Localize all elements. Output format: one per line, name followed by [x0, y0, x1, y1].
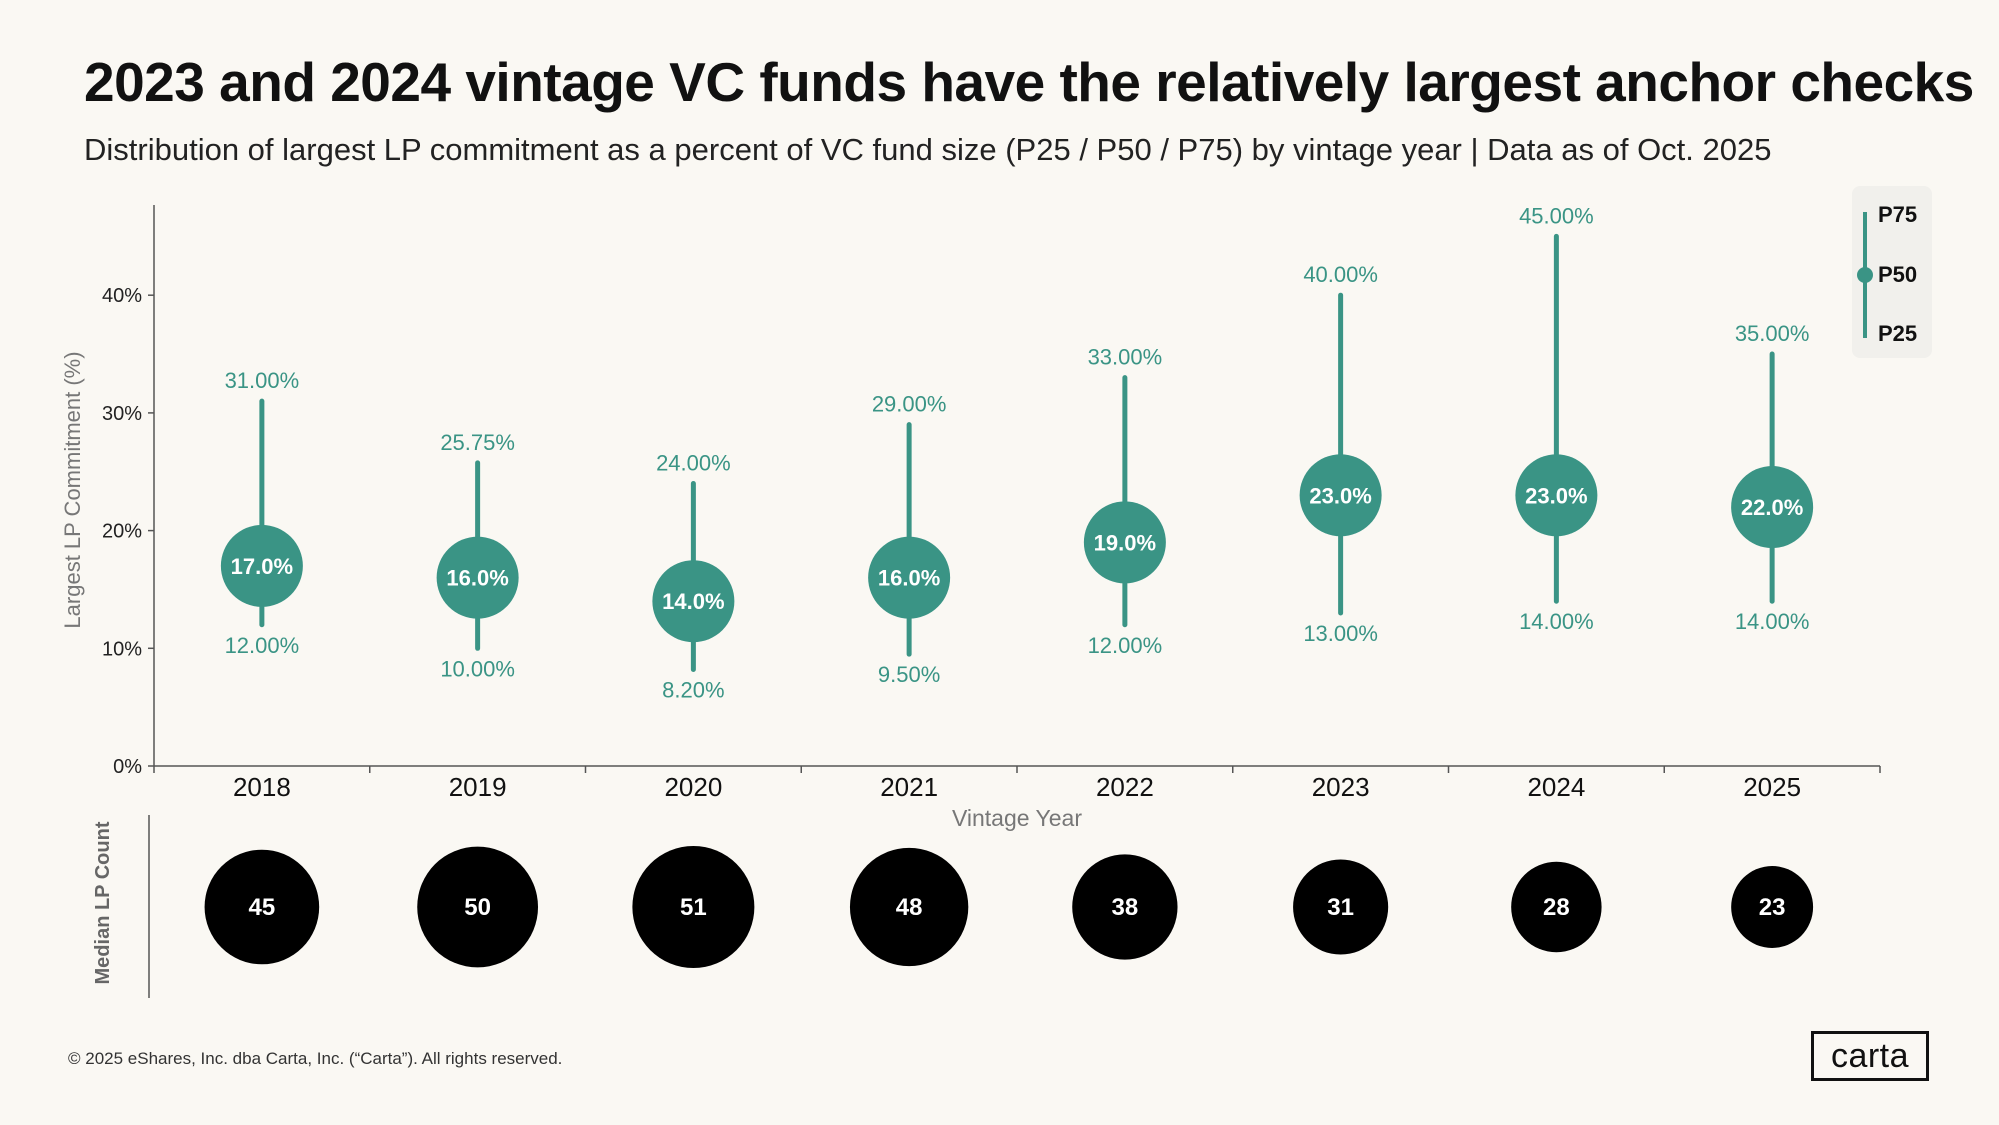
p50-dot-2022 [1083, 501, 1166, 584]
p75-label-2025: 35.00% [1735, 321, 1810, 346]
y-tick-label: 10% [102, 638, 142, 660]
p75-label-2018: 31.00% [225, 368, 300, 393]
p75-label-2022: 33.00% [1088, 345, 1163, 370]
p25-label-2024: 14.00% [1519, 609, 1594, 634]
x-tick-label-2019: 2019 [449, 772, 507, 802]
p50-dot-2020 [652, 560, 735, 643]
x-tick-label-2024: 2024 [1527, 772, 1585, 802]
y-tick-label: 40% [102, 285, 142, 307]
p50-label-2024: 23.0% [1525, 483, 1587, 508]
p50-label-2022: 19.0% [1094, 530, 1156, 555]
p25-label-2022: 12.00% [1088, 633, 1163, 658]
p75-label-2020: 24.00% [656, 451, 731, 476]
legend-p50-dot [1857, 267, 1873, 283]
p75-label-2024: 45.00% [1519, 203, 1594, 228]
page-subtitle: Distribution of largest LP commitment as… [84, 132, 1772, 167]
p25-label-2020: 8.20% [662, 677, 724, 702]
lp-count-bubble-2025 [1731, 866, 1814, 948]
p50-label-2019: 16.0% [446, 566, 508, 591]
p75-label-2023: 40.00% [1303, 262, 1378, 287]
lp-count-bubble-2019 [417, 846, 539, 968]
p50-dot-2019 [436, 536, 519, 619]
p75-label-2021: 29.00% [872, 392, 947, 417]
copyright-notice: © 2025 eShares, Inc. dba Carta, Inc. (“C… [68, 1049, 563, 1068]
y-tick-label: 20% [102, 521, 142, 543]
y-tick-label: 30% [102, 403, 142, 425]
p50-dot-2021 [868, 536, 951, 619]
legend-box [1852, 186, 1932, 358]
legend-label-P25: P25 [1878, 321, 1917, 346]
lp-count-bubble-2024 [1511, 861, 1602, 953]
p50-dot-2025 [1731, 466, 1814, 549]
lp-count-bubble-2023 [1293, 859, 1389, 955]
lp-count-axis-title: Median LP Count [92, 821, 114, 984]
p50-label-2020: 14.0% [662, 589, 724, 614]
p25-label-2025: 14.00% [1735, 609, 1810, 634]
p25-label-2021: 9.50% [878, 662, 940, 687]
lp-count-bubble-2018 [204, 849, 320, 965]
lp-count-label-2021: 48 [896, 894, 923, 921]
page-title: 2023 and 2024 vintage VC funds have the … [84, 51, 1974, 113]
p50-label-2023: 23.0% [1309, 483, 1371, 508]
lp-count-label-2020: 51 [680, 894, 707, 921]
y-axis-title: Largest LP Commitment (%) [60, 351, 85, 628]
logo-text: carta [1830, 1036, 1910, 1075]
p25-label-2018: 12.00% [225, 633, 300, 658]
x-tick-label-2022: 2022 [1096, 772, 1154, 802]
p50-label-2021: 16.0% [878, 566, 940, 591]
carta-logo: carta [1811, 1031, 1929, 1081]
lp-count-label-2022: 38 [1112, 894, 1139, 921]
p50-dot-2023 [1299, 454, 1382, 537]
x-tick-label-2023: 2023 [1312, 772, 1370, 802]
y-tick-label: 0% [113, 756, 142, 778]
p25-label-2019: 10.00% [440, 656, 515, 681]
x-tick-label-2018: 2018 [233, 772, 291, 802]
lp-count-bubble-2022 [1072, 854, 1178, 960]
lp-count-label-2025: 23 [1759, 894, 1786, 921]
lp-count-label-2024: 28 [1543, 894, 1570, 921]
p50-label-2025: 22.0% [1741, 495, 1803, 520]
legend-label-P75: P75 [1878, 202, 1917, 227]
lp-count-bubble-2020 [632, 846, 755, 968]
lp-count-bubble-2021 [849, 847, 969, 967]
x-tick-label-2025: 2025 [1743, 772, 1801, 802]
p50-dot-2018 [220, 524, 303, 607]
x-tick-label-2021: 2021 [880, 772, 938, 802]
p50-label-2018: 17.0% [231, 554, 293, 579]
legend-label-P50: P50 [1878, 262, 1917, 287]
p75-label-2019: 25.75% [440, 430, 515, 455]
lp-count-label-2019: 50 [464, 894, 491, 921]
lp-count-label-2023: 31 [1327, 894, 1354, 921]
p50-dot-2024 [1515, 454, 1598, 537]
p25-label-2023: 13.00% [1303, 621, 1378, 646]
x-tick-label-2020: 2020 [664, 772, 722, 802]
x-axis-title: Vintage Year [952, 805, 1082, 831]
lp-count-label-2018: 45 [249, 894, 276, 921]
